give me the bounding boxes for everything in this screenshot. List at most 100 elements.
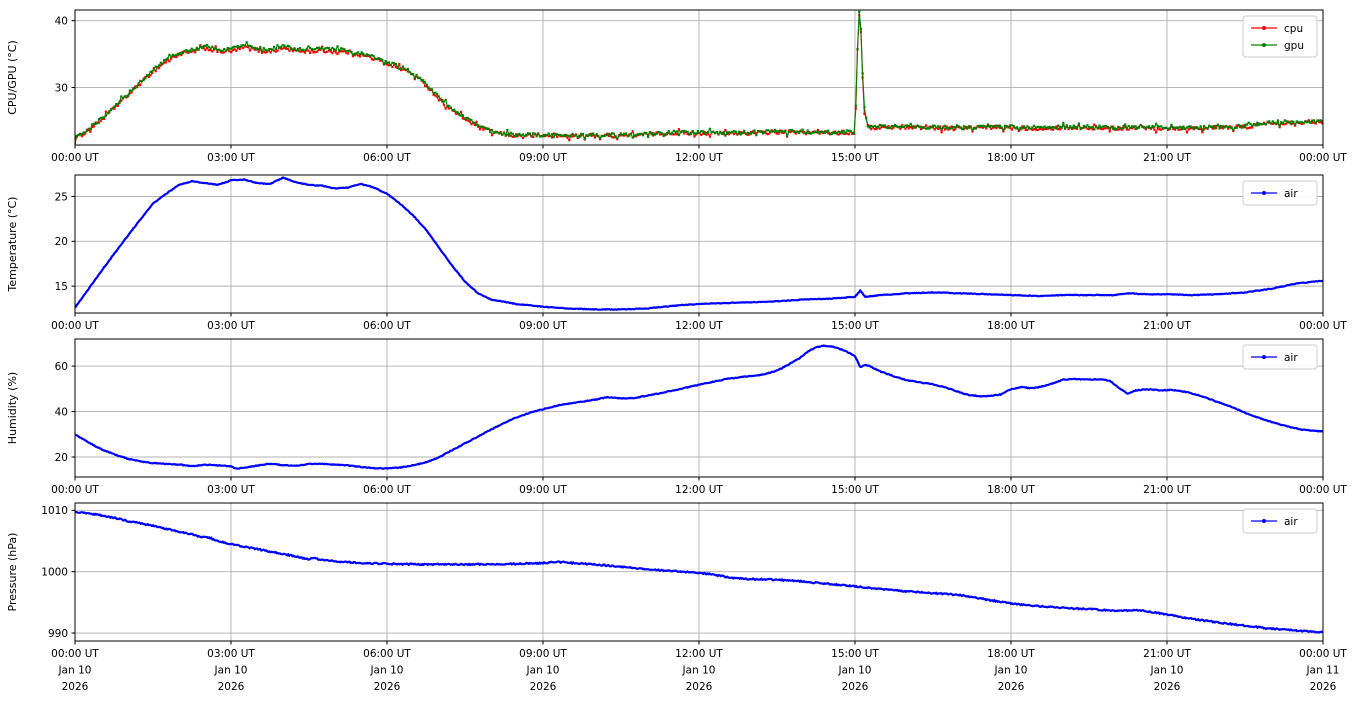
legend-marker-dot [1262, 43, 1266, 47]
x-tick-label: 21:00 UT [1143, 320, 1191, 332]
x-tick-label: 18:00 UT [987, 484, 1035, 496]
y-axis-label: Humidity (%) [6, 372, 19, 444]
series-group [75, 510, 1323, 634]
series-air-line [75, 510, 1323, 634]
y-tick-label: 1010 [41, 505, 68, 517]
y-tick-label: 40 [55, 15, 68, 27]
panel-pressure: 00:00 UT Jan 10 2026 03:00 UT Jan 10 2026 06:0… [6, 502, 1347, 693]
x-tick-year-label: 2026 [686, 681, 713, 693]
x-tick-year-label: 2026 [530, 681, 557, 693]
x-tick-date-label: Jan 10 [214, 665, 248, 677]
y-axis-label: Temperature (°C) [6, 197, 19, 293]
x-tick-label: 09:00 UT [519, 320, 567, 332]
series-air-line [75, 344, 1323, 470]
x-tick-year-label: 2026 [374, 681, 401, 693]
x-tick-label: 21:00 UT [1143, 484, 1191, 496]
x-tick-date-label: Jan 10 [58, 665, 92, 677]
x-tick-label: 03:00 UT [207, 484, 255, 496]
x-tick-label: 12:00 UT [675, 484, 723, 496]
y-tick-label: 25 [55, 191, 68, 203]
x-tick-label: 15:00 UT [831, 320, 879, 332]
x-tick-label: 00:00 UT [51, 152, 99, 164]
x-tick-label: 12:00 UT [675, 648, 723, 660]
legend-marker-dot [1262, 191, 1266, 195]
x-tick-label: 18:00 UT [987, 152, 1035, 164]
x-tick-date-label: Jan 10 [682, 665, 716, 677]
legend-label: cpu [1284, 23, 1303, 35]
x-tick-label: 06:00 UT [363, 152, 411, 164]
x-tick-date-label: Jan 10 [994, 665, 1028, 677]
legend: air [1242, 344, 1318, 370]
x-tick-label: 12:00 UT [675, 152, 723, 164]
series-group [75, 10, 1323, 144]
x-tick-label: 09:00 UT [519, 648, 567, 660]
x-tick-label: 18:00 UT [987, 648, 1035, 660]
legend-marker-dot [1262, 26, 1266, 30]
y-axis-label: Pressure (hPa) [6, 533, 19, 612]
x-tick-date-label: Jan 10 [838, 665, 872, 677]
x-tick-label: 03:00 UT [207, 152, 255, 164]
x-tick-label: 21:00 UT [1143, 648, 1191, 660]
x-tick-year-label: 2026 [1310, 681, 1337, 693]
legend: air [1242, 180, 1318, 206]
y-axis-label: CPU/GPU (°C) [6, 40, 19, 115]
x-tick-label: 09:00 UT [519, 484, 567, 496]
y-tick-label: 40 [55, 406, 68, 418]
series-air-line [75, 176, 1323, 311]
panel-cpu-gpu: 00:00 UT 03:00 UT 06:00 UT 09:00 UT 12:00 UT… [6, 9, 1347, 164]
x-tick-label: 15:00 UT [831, 484, 879, 496]
x-tick-year-label: 2026 [842, 681, 869, 693]
x-tick-label: 21:00 UT [1143, 152, 1191, 164]
x-tick-label: 12:00 UT [675, 320, 723, 332]
x-tick-label: 06:00 UT [363, 484, 411, 496]
legend-box [1242, 15, 1318, 58]
x-tick-date-label: Jan 11 [1306, 665, 1340, 677]
x-tick-label: 00:00 UT [51, 484, 99, 496]
x-tick-date-label: Jan 10 [526, 665, 560, 677]
y-tick-label: 1000 [41, 566, 68, 578]
x-tick-date-label: Jan 10 [1150, 665, 1184, 677]
x-tick-label: 15:00 UT [831, 648, 879, 660]
legend-box [1242, 180, 1318, 206]
x-tick-label: 18:00 UT [987, 320, 1035, 332]
x-tick-label: 00:00 UT [1299, 648, 1347, 660]
series-group [75, 344, 1323, 470]
x-tick-label: 00:00 UT [1299, 152, 1347, 164]
x-tick-year-label: 2026 [62, 681, 89, 693]
x-tick-label: 03:00 UT [207, 648, 255, 660]
y-tick-label: 15 [55, 281, 68, 293]
x-tick-label: 00:00 UT [51, 648, 99, 660]
legend-label: air [1284, 516, 1298, 528]
legend-label: gpu [1284, 40, 1304, 52]
x-tick-label: 06:00 UT [363, 320, 411, 332]
y-tick-label: 20 [55, 236, 68, 248]
y-tick-label: 990 [48, 628, 68, 640]
x-tick-label: 00:00 UT [51, 320, 99, 332]
x-tick-label: 00:00 UT [1299, 484, 1347, 496]
y-tick-label: 60 [55, 361, 68, 373]
panel-temperature: 00:00 UT 03:00 UT 06:00 UT 09:00 UT 12:00 UT… [6, 174, 1347, 332]
legend-marker-dot [1262, 355, 1266, 359]
x-tick-year-label: 2026 [1154, 681, 1181, 693]
legend-label: air [1284, 188, 1298, 200]
series-gpu-markers [75, 10, 1323, 143]
legend-label: air [1284, 352, 1298, 364]
panel-humidity: 00:00 UT 03:00 UT 06:00 UT 09:00 UT 12:00 UT… [6, 338, 1347, 496]
legend-marker-dot [1262, 519, 1266, 523]
legend-box [1242, 344, 1318, 370]
x-tick-date-label: Jan 10 [370, 665, 404, 677]
x-tick-year-label: 2026 [998, 681, 1025, 693]
legend: air [1242, 508, 1318, 534]
x-tick-year-label: 2026 [218, 681, 245, 693]
x-tick-label: 03:00 UT [207, 320, 255, 332]
x-tick-label: 06:00 UT [363, 648, 411, 660]
series-group [75, 176, 1323, 311]
y-tick-label: 20 [55, 452, 68, 464]
legend-box [1242, 508, 1318, 534]
x-tick-label: 00:00 UT [1299, 320, 1347, 332]
x-tick-label: 09:00 UT [519, 152, 567, 164]
x-tick-label: 15:00 UT [831, 152, 879, 164]
